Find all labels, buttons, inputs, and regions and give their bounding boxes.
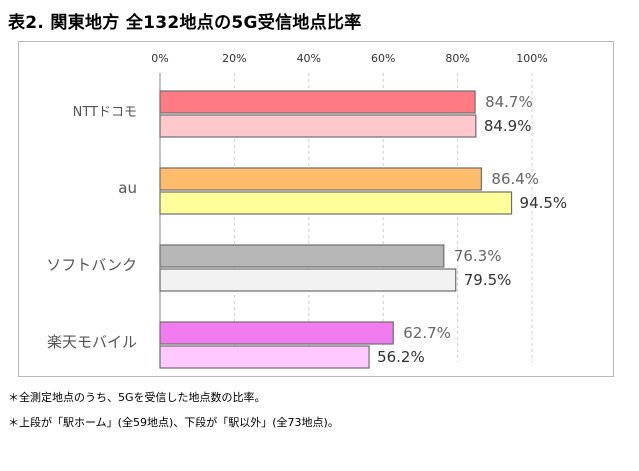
x-tick-label: 60%	[371, 52, 395, 65]
data-label: 86.4%	[491, 170, 539, 188]
data-label: 56.2%	[377, 348, 425, 366]
data-label: 79.5%	[464, 271, 512, 289]
data-label: 94.5%	[520, 194, 568, 212]
bar	[159, 345, 370, 369]
bar	[159, 321, 394, 345]
data-label: 76.3%	[454, 247, 502, 265]
x-tick-label: 20%	[222, 52, 246, 65]
data-label: 84.7%	[485, 93, 533, 111]
category-label: ソフトバンク	[46, 256, 137, 274]
bar	[159, 167, 483, 191]
bar	[159, 90, 476, 114]
x-tick-label: 100%	[516, 52, 547, 65]
footnote-2: ＊上段が「駅ホーム」(全59地点)、下段が「駅以外」(全73地点)。	[8, 416, 339, 429]
chart-title: 表2. 関東地方 全132地点の5G受信地点比率	[8, 13, 362, 33]
bar	[159, 244, 445, 268]
chart-frame	[18, 41, 614, 377]
category-label: au	[118, 179, 137, 197]
x-tick-label: 0%	[151, 52, 168, 65]
data-label: 84.9%	[484, 117, 532, 135]
x-tick-label: 40%	[297, 52, 321, 65]
bar	[159, 268, 457, 292]
x-tick-label: 80%	[445, 52, 469, 65]
bar	[159, 114, 477, 138]
data-label: 62.7%	[403, 324, 451, 342]
bar	[159, 191, 513, 215]
footnote-1: ＊全測定地点のうち、5Gを受信した地点数の比率。	[8, 391, 266, 404]
category-label: NTTドコモ	[73, 105, 137, 120]
category-label: 楽天モバイル	[47, 333, 137, 351]
